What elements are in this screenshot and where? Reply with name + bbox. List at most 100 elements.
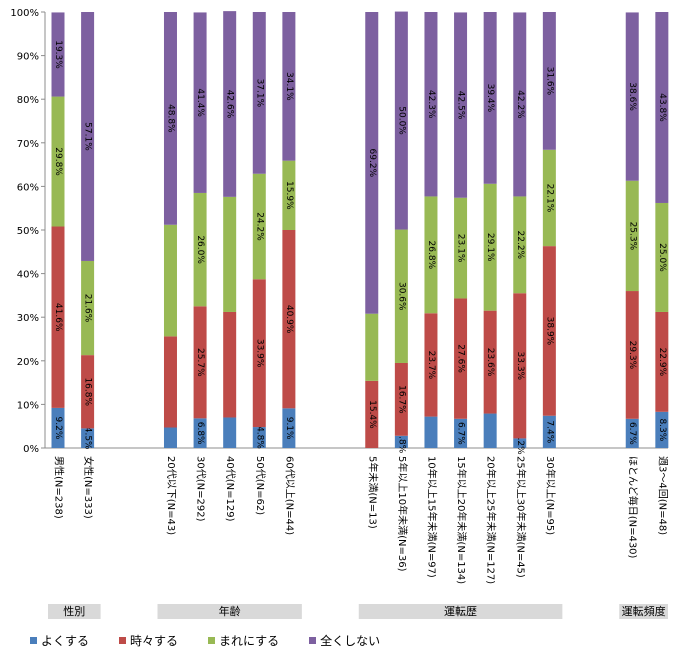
group-label-box bbox=[358, 604, 563, 619]
bar-segment bbox=[223, 196, 237, 312]
data-label: 29.3% bbox=[627, 341, 637, 370]
group-label: 性別 bbox=[63, 604, 85, 618]
bar-segment bbox=[163, 224, 177, 337]
legend-item-never: 全くしない bbox=[309, 632, 380, 649]
data-label: 41.4% bbox=[195, 88, 205, 117]
legend-label-never: 全くしない bbox=[320, 634, 381, 648]
bar-segment bbox=[655, 311, 669, 412]
legend-label-often: よくする bbox=[41, 634, 90, 648]
data-label: 16.7% bbox=[396, 385, 406, 414]
bar-segment bbox=[193, 306, 207, 419]
bar-segment bbox=[252, 427, 266, 448]
bar-segment bbox=[483, 183, 497, 311]
bar-segment bbox=[625, 180, 639, 292]
legend-label-rarely: まれにする bbox=[219, 634, 280, 648]
y-tick-label: 60% bbox=[17, 182, 39, 193]
data-label: 50.0% bbox=[396, 106, 406, 135]
x-category-label: 60代以上(N=44) bbox=[283, 456, 295, 535]
data-label: 30.6% bbox=[396, 282, 406, 311]
legend: よくする 時々する まれにする 全くしない bbox=[30, 632, 380, 649]
data-label: 4.5% bbox=[83, 427, 93, 450]
bar-segment bbox=[223, 311, 237, 418]
x-category-label: ほとんど毎日(N=430) bbox=[627, 456, 640, 559]
data-label: 9.1% bbox=[284, 417, 294, 440]
x-category-label: 10年以上15年未満(N=97) bbox=[425, 456, 438, 578]
data-label: 7.4% bbox=[544, 420, 554, 443]
bar-segment bbox=[193, 192, 207, 307]
bar-segment bbox=[163, 12, 177, 225]
data-label: 21.6% bbox=[83, 294, 93, 323]
data-label: 69.2% bbox=[367, 149, 377, 178]
bar-segment bbox=[513, 438, 527, 448]
bar-segment bbox=[424, 12, 438, 197]
data-label: 38.9% bbox=[544, 317, 554, 346]
data-label: 42.6% bbox=[225, 90, 235, 119]
bar-segment bbox=[542, 415, 556, 448]
bar-segment bbox=[81, 12, 95, 261]
x-category-label: 週3～4回(N=48) bbox=[656, 456, 668, 535]
bar-segment bbox=[542, 246, 556, 416]
bar-segment bbox=[625, 12, 639, 181]
bar-segment bbox=[163, 427, 177, 448]
bar-segment bbox=[365, 313, 379, 381]
bar-segment bbox=[542, 12, 556, 150]
legend-item-rarely: まれにする bbox=[208, 632, 279, 649]
bar-segment bbox=[394, 362, 408, 436]
legend-item-often: よくする bbox=[30, 632, 89, 649]
data-label: 39.4% bbox=[485, 84, 495, 113]
bar-segment bbox=[51, 96, 65, 227]
x-category-label: 40代(N=129) bbox=[224, 456, 236, 522]
data-label: 34.1% bbox=[284, 72, 294, 101]
bar-segment bbox=[282, 230, 296, 409]
data-label: 15.4% bbox=[367, 400, 377, 429]
data-label: 23.1% bbox=[456, 234, 466, 263]
bar-segment bbox=[81, 428, 95, 448]
y-tick-label: 20% bbox=[17, 357, 39, 368]
bar-segment bbox=[513, 293, 527, 439]
x-category-label: 5年未満(N=13) bbox=[366, 456, 379, 529]
x-category-label: 15年以上20年未満(N=134) bbox=[455, 456, 468, 584]
data-label: 26.0% bbox=[195, 235, 205, 264]
data-label: 23.7% bbox=[426, 351, 436, 380]
bar-segment bbox=[454, 12, 468, 198]
bar-segment bbox=[282, 12, 296, 161]
legend-swatch-often bbox=[30, 637, 37, 644]
data-label: 25.3% bbox=[627, 222, 637, 251]
bar-segment bbox=[424, 313, 438, 417]
bar-segment bbox=[193, 418, 207, 448]
data-label: 42.2% bbox=[515, 90, 525, 119]
x-category-label: 25年以上30年未満(N=45) bbox=[514, 456, 527, 578]
data-label: 2.2% bbox=[515, 432, 525, 455]
bar-segment bbox=[454, 197, 468, 299]
data-label: 33.3% bbox=[515, 352, 525, 381]
y-tick-label: 90% bbox=[17, 52, 39, 63]
data-label: 42.5% bbox=[456, 91, 466, 120]
bar-segment bbox=[282, 408, 296, 448]
group-label: 年齢 bbox=[219, 604, 241, 618]
y-tick-label: 10% bbox=[17, 400, 39, 411]
data-label: 27.6% bbox=[456, 344, 466, 373]
data-label: 43.8% bbox=[657, 93, 667, 122]
legend-swatch-never bbox=[309, 637, 317, 644]
group-label-box bbox=[157, 604, 302, 619]
y-tick-label: 100% bbox=[10, 8, 39, 19]
bar-segment bbox=[625, 291, 639, 419]
bar-segment bbox=[282, 160, 296, 230]
data-label: 8.3% bbox=[657, 418, 667, 441]
bar-segment bbox=[51, 407, 65, 448]
data-label: 40.9% bbox=[284, 305, 294, 334]
bar-segment bbox=[483, 310, 497, 414]
y-tick-label: 70% bbox=[17, 139, 39, 150]
bar-segment bbox=[81, 355, 95, 429]
x-category-label: 女性(N=333) bbox=[82, 456, 95, 519]
bar-segment bbox=[394, 229, 408, 363]
bar-segment bbox=[483, 413, 497, 448]
data-label: 23.6% bbox=[485, 348, 495, 377]
bar-segment bbox=[483, 12, 497, 184]
bar-segment bbox=[223, 11, 237, 197]
data-label: 9.2% bbox=[53, 417, 63, 440]
data-label: 33.9% bbox=[254, 339, 264, 368]
bar-segment bbox=[542, 149, 556, 247]
data-label: 25.7% bbox=[195, 348, 205, 377]
bar-segment bbox=[513, 12, 527, 197]
